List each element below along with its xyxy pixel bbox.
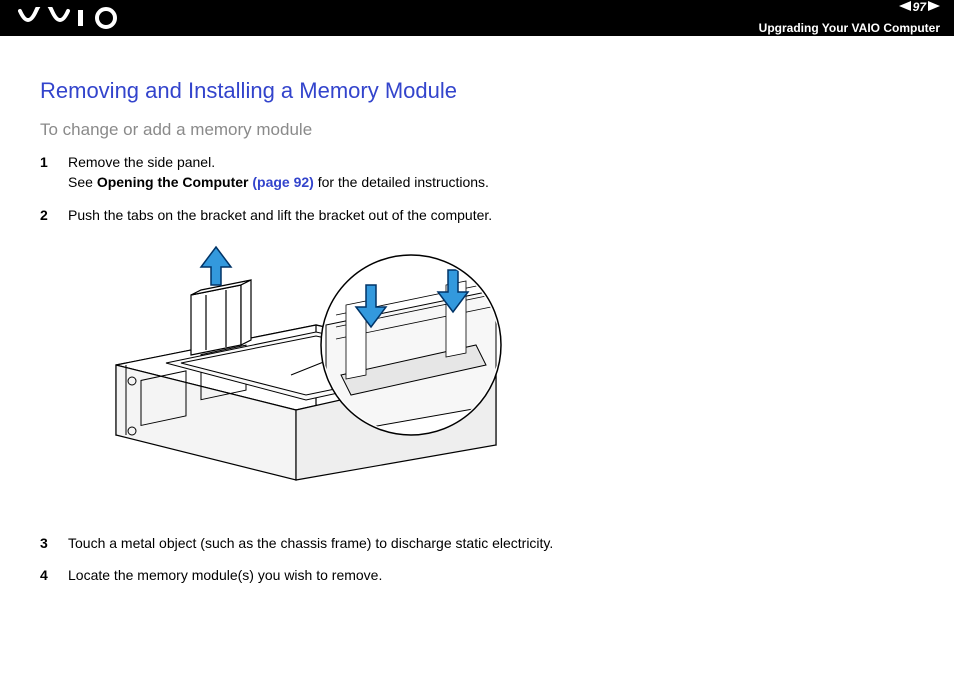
nav-next-icon[interactable] bbox=[928, 1, 940, 14]
section-label: Upgrading Your VAIO Computer bbox=[759, 22, 940, 35]
step-text: for the detailed instructions. bbox=[314, 174, 489, 190]
step-text: Push the tabs on the bracket and lift th… bbox=[68, 207, 492, 223]
page-content: Removing and Installing a Memory Module … bbox=[0, 36, 954, 617]
step-text: Locate the memory module(s) you wish to … bbox=[68, 567, 382, 583]
step-3: Touch a metal object (such as the chassi… bbox=[40, 533, 914, 553]
steps-list: Remove the side panel. See Opening the Co… bbox=[40, 152, 914, 585]
vaio-logo bbox=[18, 7, 128, 29]
step-text: Touch a metal object (such as the chassi… bbox=[68, 535, 553, 551]
page-number: 97 bbox=[913, 1, 926, 14]
step-text: See bbox=[68, 174, 97, 190]
step-2: Push the tabs on the bracket and lift th… bbox=[40, 205, 914, 515]
step-4: Locate the memory module(s) you wish to … bbox=[40, 565, 914, 585]
page-title: Removing and Installing a Memory Module bbox=[40, 78, 914, 104]
page-ref-link[interactable]: (page 92) bbox=[252, 174, 313, 190]
page-subtitle: To change or add a memory module bbox=[40, 120, 914, 140]
step-text: Remove the side panel. bbox=[68, 154, 215, 170]
page-nav[interactable]: 97 bbox=[899, 1, 940, 14]
topbar: 97 Upgrading Your VAIO Computer bbox=[0, 0, 954, 36]
nav-prev-icon[interactable] bbox=[899, 1, 911, 14]
topbar-right: 97 Upgrading Your VAIO Computer bbox=[759, 1, 940, 35]
bold-text: Opening the Computer bbox=[97, 174, 253, 190]
step-1: Remove the side panel. See Opening the Co… bbox=[40, 152, 914, 193]
figure-bracket bbox=[96, 235, 914, 515]
